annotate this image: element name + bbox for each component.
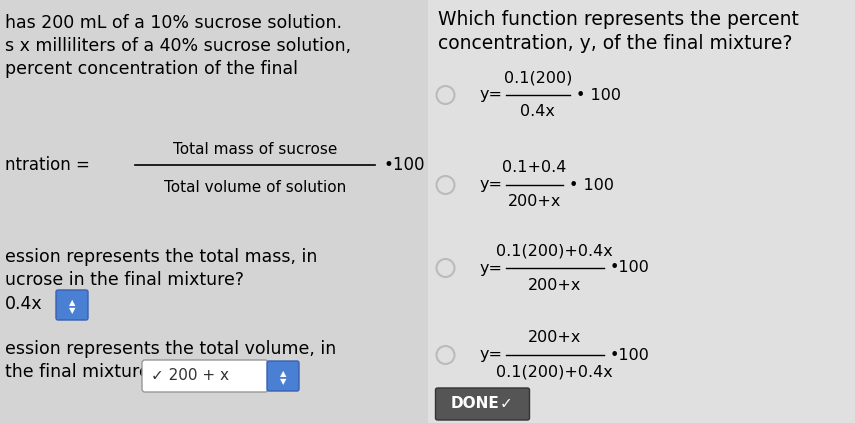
Text: ucrose in the final mixture?: ucrose in the final mixture? xyxy=(5,271,244,289)
Text: 200+x: 200+x xyxy=(528,330,581,346)
Text: •100: •100 xyxy=(383,156,424,174)
Text: ✓ 200 + x: ✓ 200 + x xyxy=(151,368,229,384)
Text: ession represents the total mass, in: ession represents the total mass, in xyxy=(5,248,317,266)
Bar xyxy=(0,0,428,423)
Text: 0.1+0.4: 0.1+0.4 xyxy=(502,160,567,176)
Text: 0.4x: 0.4x xyxy=(5,295,43,313)
Text: the final mixture?: the final mixture? xyxy=(5,363,159,381)
Text: •100: •100 xyxy=(610,261,650,275)
Text: Which function represents the percent: Which function represents the percent xyxy=(438,10,799,29)
Text: 0.1(200)+0.4x: 0.1(200)+0.4x xyxy=(496,244,613,258)
FancyBboxPatch shape xyxy=(142,360,268,392)
Text: concentration, y, of the final mixture?: concentration, y, of the final mixture? xyxy=(438,34,792,53)
Text: 0.1(200): 0.1(200) xyxy=(504,71,572,85)
Text: DONE: DONE xyxy=(450,396,498,412)
Text: Total volume of solution: Total volume of solution xyxy=(164,179,346,195)
Text: ntration =: ntration = xyxy=(5,156,95,174)
Text: percent concentration of the final: percent concentration of the final xyxy=(5,60,298,78)
Bar xyxy=(428,0,855,423)
Text: 0.1(200)+0.4x: 0.1(200)+0.4x xyxy=(496,365,613,379)
FancyBboxPatch shape xyxy=(56,290,88,320)
Text: y=: y= xyxy=(480,178,503,192)
Text: 200+x: 200+x xyxy=(508,195,561,209)
Text: • 100: • 100 xyxy=(576,88,621,102)
Text: y=: y= xyxy=(480,88,503,102)
Text: y=: y= xyxy=(480,261,503,275)
Text: has 200 mL of a 10% sucrose solution.: has 200 mL of a 10% sucrose solution. xyxy=(5,14,342,32)
Text: ▲: ▲ xyxy=(68,299,75,308)
Text: • 100: • 100 xyxy=(569,178,614,192)
Text: s x milliliters of a 40% sucrose solution,: s x milliliters of a 40% sucrose solutio… xyxy=(5,37,351,55)
Text: Total mass of sucrose: Total mass of sucrose xyxy=(173,142,337,157)
Text: ▼: ▼ xyxy=(68,307,75,316)
FancyBboxPatch shape xyxy=(435,388,529,420)
Text: ▲: ▲ xyxy=(280,370,286,379)
Text: 0.4x: 0.4x xyxy=(520,104,555,120)
Text: •100: •100 xyxy=(610,348,650,363)
Text: ▼: ▼ xyxy=(280,377,286,387)
Text: ✓: ✓ xyxy=(500,396,513,412)
Text: 200+x: 200+x xyxy=(528,277,581,292)
FancyBboxPatch shape xyxy=(267,361,299,391)
Text: y=: y= xyxy=(480,348,503,363)
Text: ession represents the total volume, in: ession represents the total volume, in xyxy=(5,340,336,358)
